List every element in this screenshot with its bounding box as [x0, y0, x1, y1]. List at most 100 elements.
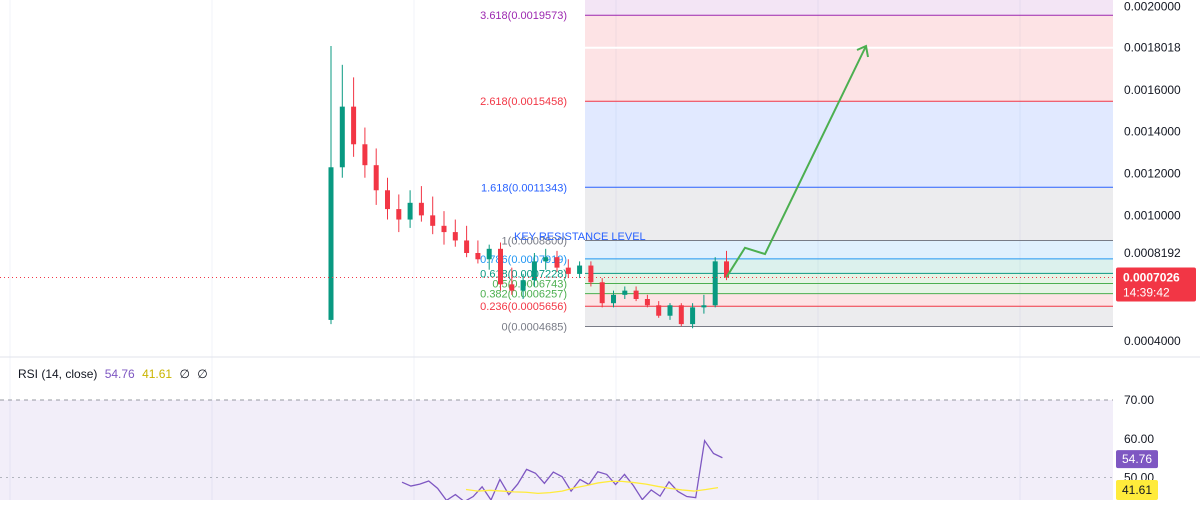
candle[interactable] [690, 303, 696, 329]
candle[interactable] [407, 190, 413, 228]
candle[interactable] [452, 219, 458, 247]
candle-body [724, 261, 729, 278]
candle[interactable] [565, 259, 571, 279]
candle[interactable] [328, 46, 334, 325]
current-price-badge [1116, 267, 1196, 302]
fib-zone [585, 240, 1113, 259]
candle-body [328, 167, 334, 320]
candle-body [565, 267, 571, 274]
candle[interactable] [362, 127, 368, 178]
candle-body [531, 261, 537, 281]
candle[interactable] [644, 294, 650, 308]
candle-body [385, 190, 390, 210]
candle[interactable] [622, 286, 628, 299]
rsi-legend[interactable]: RSI (14, close) 54.76 41.61 ∅ ∅ [18, 367, 212, 381]
candle[interactable] [486, 244, 492, 270]
candle-body [690, 307, 696, 325]
candle-body [599, 282, 605, 304]
candle[interactable] [588, 261, 594, 287]
fibonacci-level-lines [585, 14, 1113, 327]
price-axis-tick: 0.0016000 [1124, 83, 1181, 97]
candle-body [633, 290, 639, 299]
candle-body [498, 248, 503, 285]
candle[interactable] [712, 257, 718, 308]
fibonacci-zones[interactable] [585, 0, 1113, 327]
candle[interactable] [509, 267, 515, 295]
candlestick-series[interactable] [328, 46, 730, 329]
projection-path [725, 45, 867, 278]
candle-body [475, 253, 481, 260]
candle[interactable] [396, 194, 402, 233]
rsi-band [0, 399, 1113, 500]
candle[interactable] [577, 261, 583, 279]
rsi-ma-line[interactable] [465, 480, 719, 495]
candle[interactable] [667, 303, 673, 320]
rsi-series[interactable] [401, 438, 723, 503]
candle[interactable] [599, 278, 605, 308]
fib-level-label: 1(0.0008800) [502, 235, 567, 247]
candle[interactable] [339, 64, 345, 178]
rsi-ma-legend-value: 41.61 [142, 367, 173, 381]
rsi-band-fill [0, 399, 1113, 500]
candle[interactable] [351, 77, 357, 157]
candle[interactable] [418, 186, 424, 222]
candle[interactable] [464, 225, 470, 258]
candle-body [622, 290, 628, 295]
candle[interactable] [633, 286, 639, 302]
rsi-legend-value: 54.76 [104, 367, 135, 381]
candle[interactable] [543, 248, 549, 270]
fib-level-label: 1.618(0.0011343) [481, 182, 567, 194]
candle[interactable] [701, 294, 707, 314]
fib-zone [585, 187, 1113, 241]
fib-level-label: 2.618(0.0015458) [480, 96, 567, 108]
legend-empty-value: ∅ [197, 367, 208, 381]
candle-body [520, 280, 526, 291]
candle-body [351, 106, 357, 145]
candle-body [577, 265, 583, 274]
candle-body [452, 232, 458, 241]
fib-zone [585, 293, 1113, 307]
candle[interactable] [656, 301, 662, 318]
candle[interactable] [554, 250, 560, 272]
candle-body [407, 202, 413, 220]
candle-body [712, 261, 718, 306]
key-resistance-annotation[interactable]: KEY RESISTANCE LEVEL [514, 231, 646, 243]
fib-zone [585, 283, 1113, 294]
rsi-pane[interactable] [0, 399, 1113, 503]
candle-body [644, 299, 650, 306]
candle-body [441, 225, 447, 233]
fib-zone [585, 273, 1113, 284]
fib-level-label: 0.786(0.0007919) [480, 254, 567, 266]
price-axis[interactable]: 0.0020000 0.0018018 0.0016000 0.0014000 0.00… [1124, 0, 1181, 348]
candle-body [554, 257, 560, 268]
candle-body [339, 106, 345, 168]
candle[interactable] [373, 148, 379, 205]
price-axis-tick: 0.0008192 [1124, 246, 1181, 260]
fib-zone [585, 101, 1113, 188]
candle[interactable] [430, 196, 436, 235]
candle[interactable] [441, 211, 447, 245]
projection-arrow[interactable] [725, 44, 869, 278]
candle[interactable] [611, 290, 616, 308]
candle[interactable] [531, 253, 537, 287]
fib-zone [585, 258, 1113, 274]
candle-body [509, 284, 515, 291]
rsi-axis-tick: 70.00 [1124, 393, 1154, 407]
candle[interactable] [678, 303, 684, 327]
current-price-label: 0.0007026 [1123, 271, 1180, 285]
candle-body [430, 215, 436, 226]
candle[interactable] [475, 240, 481, 264]
candle-body [486, 248, 492, 260]
fib-level-label: 0(0.0004685) [502, 321, 567, 333]
price-pane[interactable]: 3.618(0.0019573) 2.618(0.0015458) 1.618(0.… [0, 0, 1113, 500]
candle[interactable] [520, 273, 526, 299]
rsi-legend-title[interactable]: RSI (14, close) [18, 367, 98, 381]
candle[interactable] [498, 242, 503, 291]
candle[interactable] [385, 177, 390, 220]
rsi-line[interactable] [401, 438, 723, 503]
rsi-ma-value-badge [1116, 480, 1158, 500]
